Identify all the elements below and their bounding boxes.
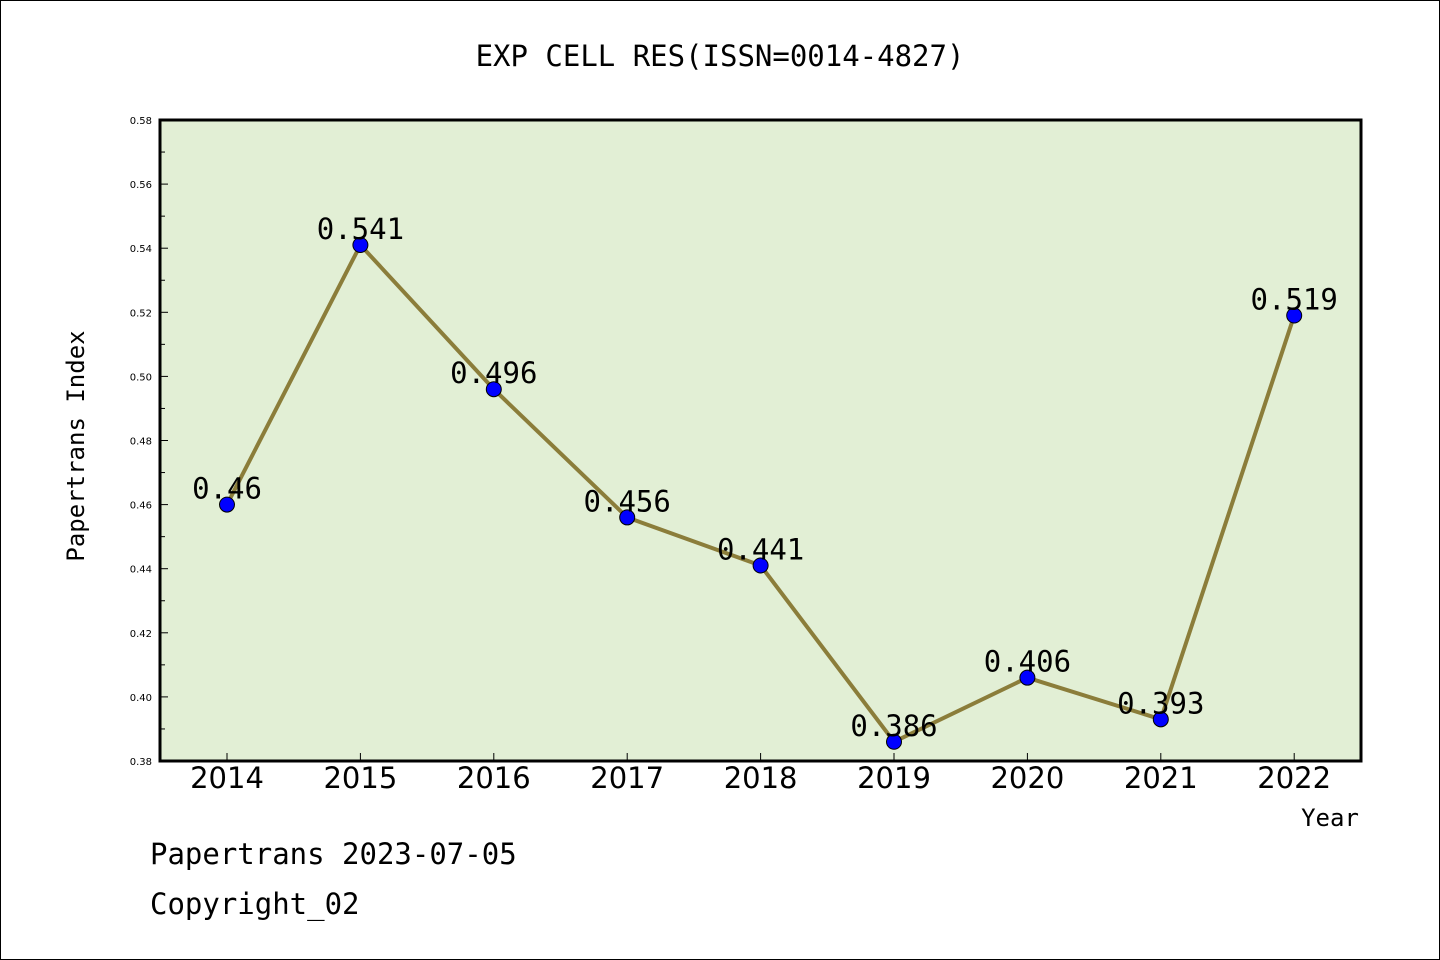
y-tick-label: 0.44 xyxy=(130,565,152,576)
data-label: 0.519 xyxy=(1251,283,1338,317)
data-label: 0.456 xyxy=(584,484,671,518)
footer-date: Papertrans 2023-07-05 xyxy=(150,837,517,871)
footer-copyright: Copyright_02 xyxy=(150,887,360,922)
data-point xyxy=(1019,669,1036,686)
y-tick-label: 0.58 xyxy=(130,116,152,127)
y-tick-label: 0.38 xyxy=(130,757,152,768)
data-label: 0.386 xyxy=(850,709,937,743)
plot-area xyxy=(158,118,1363,763)
x-axis: 2014 2015 2016 2017 2018 2019 2020 2021 2022 xyxy=(190,753,1331,795)
x-tick-label: 2019 xyxy=(857,761,931,795)
data-point xyxy=(1286,307,1303,324)
y-axis-label: Papertrans Index xyxy=(62,330,90,561)
x-tick-label: 2022 xyxy=(1257,761,1331,795)
x-tick-label: 2016 xyxy=(457,761,531,795)
data-point xyxy=(485,381,502,398)
y-tick-label: 0.52 xyxy=(130,308,152,319)
x-tick-label: 2021 xyxy=(1124,761,1198,795)
x-tick-label: 2017 xyxy=(590,761,664,795)
data-point xyxy=(752,557,769,574)
y-tick-label: 0.50 xyxy=(130,372,152,383)
data-label: 0.46 xyxy=(192,472,262,506)
chart-title: EXP CELL RES(ISSN=0014-4827) xyxy=(476,39,965,73)
y-axis: 0.38 0.40 0.42 0.44 0.46 0.48 0.50 0.52 0.54 0.56… xyxy=(130,116,168,768)
data-point xyxy=(352,236,369,253)
data-label: 0.406 xyxy=(984,645,1071,679)
y-tick-label: 0.42 xyxy=(130,629,152,640)
x-tick-label: 2015 xyxy=(323,761,397,795)
data-point xyxy=(219,496,235,513)
data-point xyxy=(619,509,636,526)
x-axis-label: Year xyxy=(1301,804,1359,832)
data-label: 0.496 xyxy=(450,356,537,390)
x-tick-label: 2018 xyxy=(724,761,798,795)
y-tick-label: 0.46 xyxy=(130,501,152,512)
data-label: 0.541 xyxy=(317,212,404,246)
y-tick-label: 0.54 xyxy=(130,244,152,255)
x-tick-label: 2014 xyxy=(190,761,264,795)
data-label: 0.441 xyxy=(717,532,804,566)
x-tick-label: 2020 xyxy=(990,761,1064,795)
y-tick-label: 0.56 xyxy=(130,180,152,191)
data-label: 0.393 xyxy=(1117,686,1204,720)
series-line-group xyxy=(219,236,1303,750)
data-point xyxy=(886,733,902,750)
data-label-group: 0.46 0.541 0.496 0.456 0.441 0.386 0.406 0.393 0… xyxy=(192,212,1338,743)
y-tick-label: 0.48 xyxy=(130,437,152,448)
data-point xyxy=(1152,711,1169,728)
y-tick-label: 0.40 xyxy=(130,693,152,704)
